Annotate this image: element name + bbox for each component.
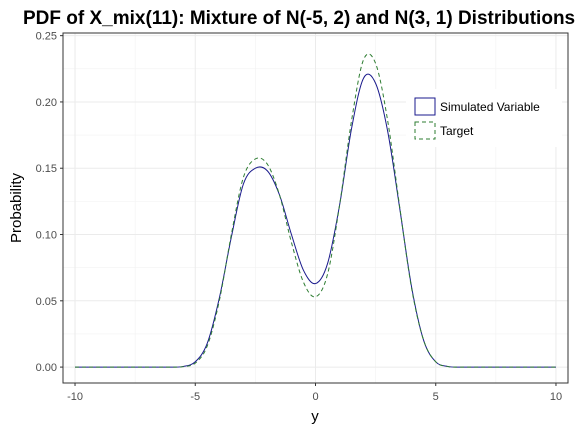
y-tick-label: 0.05 (36, 296, 57, 308)
y-axis-title: Probability (8, 172, 25, 243)
x-tick-label: 10 (550, 391, 562, 403)
y-tick-label: 0.10 (36, 230, 57, 242)
legend-label: Target (440, 124, 474, 138)
legend-key-target (414, 121, 436, 140)
x-axis-ticks: -10 -5 0 5 10 (67, 383, 562, 403)
y-tick-label: 0.25 (36, 31, 57, 43)
legend-label: Simulated Variable (440, 100, 540, 114)
y-axis-ticks: 0.00 0.05 0.10 0.15 0.20 0.25 (36, 31, 63, 374)
series-lines (75, 53, 556, 368)
chart-title: PDF of X_mix(11): Mixture of N(-5, 2) an… (23, 8, 575, 29)
y-tick-label: 0.20 (36, 97, 57, 109)
x-tick-label: 5 (433, 391, 439, 403)
x-tick-label: 0 (312, 391, 318, 403)
y-tick-label: 0.00 (36, 362, 57, 374)
y-tick-label: 0.15 (36, 163, 57, 175)
x-tick-label: -10 (67, 391, 83, 403)
legend-key-simulated-variable (414, 97, 436, 116)
series-line-target (75, 53, 556, 368)
x-axis-title: y (311, 408, 319, 425)
legend: Simulated Variable Target (406, 89, 562, 147)
x-tick-label: -5 (190, 391, 200, 403)
